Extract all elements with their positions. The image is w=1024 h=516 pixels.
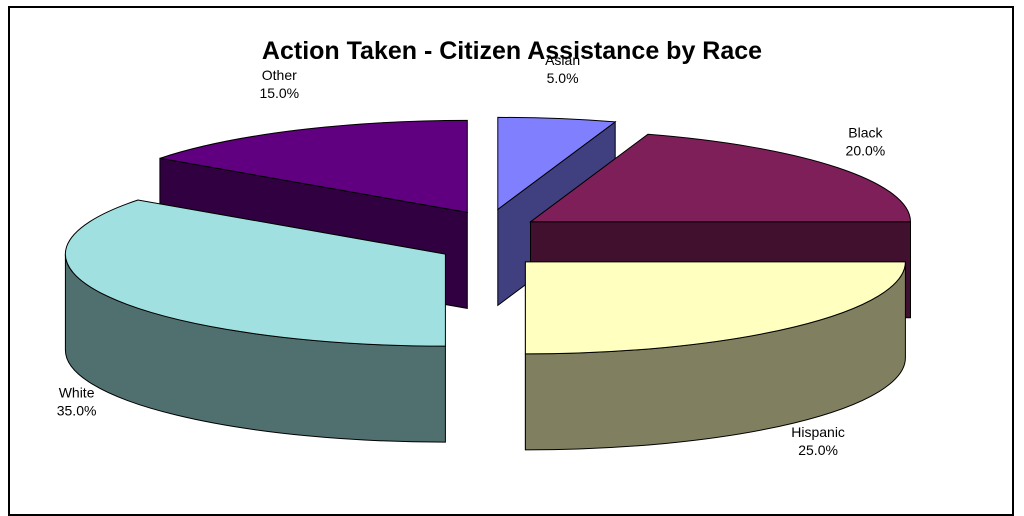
slice-top	[524, 261, 906, 355]
data-label-name: Black	[848, 125, 883, 141]
slice-white	[64, 199, 446, 443]
slice-top	[64, 199, 446, 347]
chart-title: Action Taken - Citizen Assistance by Rac…	[262, 37, 762, 65]
data-label-percent: 35.0%	[57, 402, 97, 418]
slice-hispanic	[524, 261, 906, 451]
data-label-white: White 35.0%	[57, 384, 97, 418]
data-label-hispanic: Hispanic 25.0%	[791, 424, 845, 458]
data-label-name: White	[59, 384, 95, 400]
data-label-name: Other	[262, 67, 297, 83]
data-label-name: Asian	[545, 52, 580, 68]
data-label-asian: Asian 5.0%	[545, 52, 580, 86]
data-label-percent: 25.0%	[798, 442, 838, 458]
data-label-name: Hispanic	[791, 424, 845, 440]
data-label-percent: 5.0%	[547, 70, 579, 86]
data-label-percent: 20.0%	[846, 143, 886, 159]
slice-top	[528, 133, 912, 223]
data-label-percent: 15.0%	[259, 85, 299, 101]
data-label-black: Black 20.0%	[846, 125, 886, 159]
slice-top	[159, 119, 468, 213]
data-label-other: Other 15.0%	[259, 67, 299, 101]
slice-top	[497, 116, 617, 211]
